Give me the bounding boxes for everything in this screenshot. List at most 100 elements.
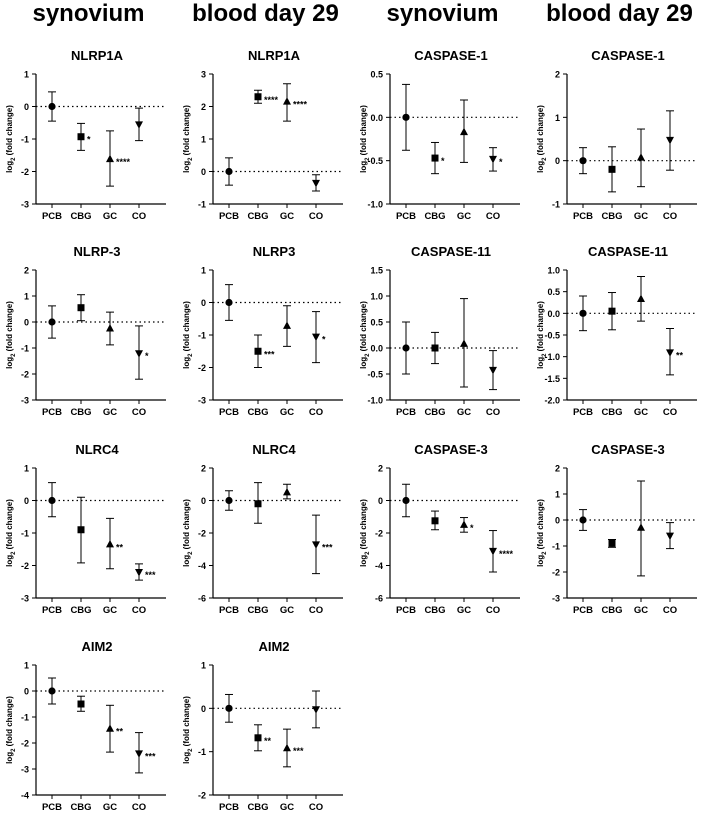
x-tick-label-gc: GC: [634, 407, 648, 418]
y-tick-label: -4: [21, 791, 29, 801]
panel-5: NLRP-3 log2 (fold change) -3 -2 -1 0 1 2 PCB CBG G…: [5, 244, 166, 418]
data-point-cbg: [608, 307, 616, 315]
data-point-gc: [637, 294, 645, 303]
panel-1: NLRP1A log2 (fold change) -3 -2 -1 0 1 PCB CBG * G…: [5, 48, 166, 222]
y-tick-label: 2: [201, 464, 206, 474]
data-point-gc: [637, 523, 645, 531]
y-tick-label: -1.0: [544, 352, 560, 362]
y-axis-label: log2 (fold change): [5, 696, 17, 764]
y-axis-label: log2 (fold change): [182, 696, 194, 764]
x-tick-label-co: CO: [309, 802, 323, 813]
x-tick-label-co: CO: [132, 802, 146, 813]
data-point-co: [312, 333, 320, 342]
x-tick-label-pcb: PCB: [219, 802, 239, 813]
data-point-cbg: [608, 539, 616, 547]
x-tick-label-cbg: CBG: [70, 802, 91, 813]
y-tick-label: 0.5: [370, 318, 383, 328]
y-tick-label: 0: [378, 496, 383, 506]
data-point-cbg: [77, 700, 85, 708]
significance-label: *: [322, 335, 326, 345]
panel-10: NLRC4 log2 (fold change) -6 -4 -2 0 2 PCB CBG GC C…: [182, 442, 343, 616]
panel-2: NLRP1A log2 (fold change) -1 0 1 2 3 PCB CBG ****…: [182, 48, 343, 222]
y-tick-label: 0.5: [547, 287, 560, 297]
data-point-gc: [460, 127, 468, 136]
y-axis-label: log2 (fold change): [5, 105, 17, 173]
x-tick-label-gc: GC: [280, 605, 294, 616]
panel-title: CASPASE-11: [411, 244, 491, 259]
data-point-gc: [106, 724, 114, 732]
data-point-co: [666, 532, 674, 541]
significance-label: ****: [264, 95, 279, 105]
data-point-cbg: [254, 734, 262, 742]
x-tick-label-co: CO: [486, 407, 500, 418]
y-tick-label: 0: [24, 102, 29, 112]
y-tick-label: 0: [24, 318, 29, 328]
y-tick-label: -1: [21, 135, 29, 145]
y-axis-label: log2 (fold change): [5, 301, 17, 369]
x-tick-label-pcb: PCB: [42, 802, 62, 813]
y-tick-label: -2: [21, 561, 29, 571]
data-point-pcb: [579, 157, 587, 165]
y-tick-label: -1: [198, 331, 206, 341]
x-tick-label-pcb: PCB: [42, 407, 62, 418]
x-tick-label-co: CO: [486, 211, 500, 222]
x-tick-label-gc: GC: [634, 605, 648, 616]
x-tick-label-cbg: CBG: [601, 605, 622, 616]
y-tick-label: -3: [21, 200, 29, 210]
y-tick-label: 0: [24, 496, 29, 506]
data-point-gc: [283, 321, 291, 329]
panel-title: NLRP-3: [74, 244, 121, 259]
data-point-co: [666, 136, 674, 145]
y-tick-label: 0.0: [547, 309, 560, 319]
data-point-pcb: [579, 516, 587, 524]
significance-label: *: [87, 135, 91, 145]
data-point-pcb: [225, 496, 233, 505]
x-tick-label-gc: GC: [103, 802, 117, 813]
panel-title: CASPASE-3: [414, 442, 487, 457]
data-point-co: [312, 179, 320, 188]
data-point-cbg: [254, 347, 262, 355]
significance-label: ****: [499, 549, 514, 559]
panel-13: AIM2 log2 (fold change) -4 -3 -2 -1 0 1 PCB CBG GC…: [5, 639, 166, 813]
y-tick-label: 1: [201, 661, 206, 671]
y-tick-label: -2.0: [544, 396, 560, 406]
significance-label: ***: [293, 746, 304, 756]
y-tick-label: 0: [201, 704, 206, 714]
x-tick-label-gc: GC: [457, 211, 471, 222]
significance-label: *: [499, 157, 503, 167]
x-tick-label-cbg: CBG: [247, 802, 268, 813]
panel-7: CASPASE-11 log2 (fold change) -1.0 -0.5 0.0 0…: [359, 244, 520, 418]
x-tick-label-gc: GC: [103, 605, 117, 616]
y-tick-label: -0.5: [367, 370, 383, 380]
x-tick-label-pcb: PCB: [396, 211, 416, 222]
significance-label: *: [441, 156, 445, 166]
data-point-gc: [106, 154, 114, 163]
x-tick-label-co: CO: [309, 407, 323, 418]
data-point-gc: [460, 339, 468, 347]
y-tick-label: 2: [201, 102, 206, 112]
significance-label: **: [676, 350, 684, 360]
x-tick-label-cbg: CBG: [247, 407, 268, 418]
y-tick-label: -4: [375, 561, 383, 571]
significance-label: ****: [293, 100, 308, 110]
panel-title: AIM2: [258, 639, 289, 654]
data-point-co: [312, 706, 320, 714]
panel-12: CASPASE-3 log2 (fold change) -3 -2 -1 0 1 2 PCB C…: [536, 442, 697, 616]
data-point-gc: [283, 487, 291, 496]
data-point-co: [312, 541, 320, 549]
panel-title: CASPASE-11: [588, 244, 668, 259]
y-tick-label: 1.0: [370, 292, 383, 302]
column-header-1: synovium: [32, 0, 145, 27]
column-header-4: blood day 29: [546, 0, 693, 27]
x-tick-label-co: CO: [132, 605, 146, 616]
x-tick-label-gc: GC: [280, 407, 294, 418]
x-tick-label-cbg: CBG: [247, 605, 268, 616]
x-tick-label-cbg: CBG: [424, 605, 445, 616]
y-tick-label: 1: [555, 113, 560, 123]
y-tick-label: 2: [555, 464, 560, 474]
x-tick-label-cbg: CBG: [70, 605, 91, 616]
y-axis-label: log2 (fold change): [182, 105, 194, 173]
x-tick-label-pcb: PCB: [219, 605, 239, 616]
data-point-pcb: [48, 102, 56, 111]
data-point-cbg: [254, 93, 262, 101]
